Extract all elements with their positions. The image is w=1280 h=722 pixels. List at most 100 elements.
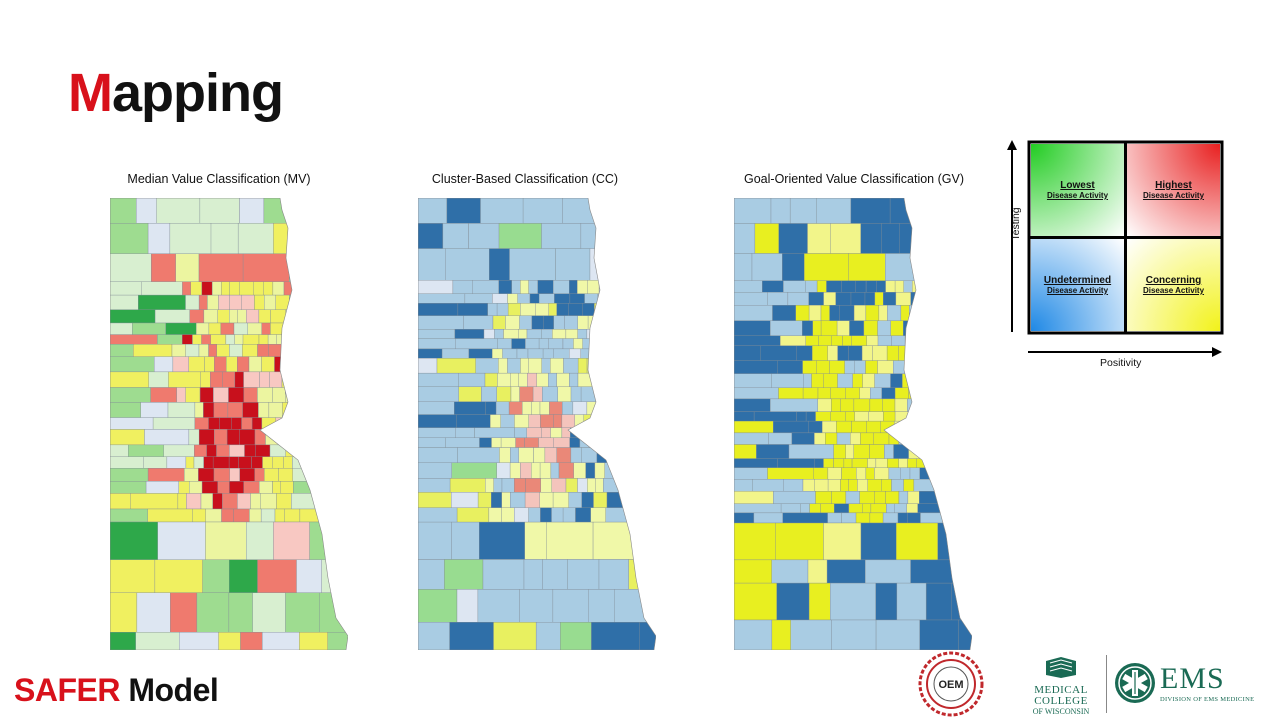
map-tract [803, 388, 818, 399]
map-tract [276, 418, 289, 430]
map-tract [511, 373, 519, 387]
map-tract [581, 223, 622, 248]
map-tract [808, 560, 827, 583]
map-tract [211, 335, 226, 345]
map-tract [578, 358, 587, 373]
map-tract [887, 346, 899, 361]
map-tract [895, 504, 907, 513]
map-tract [221, 282, 229, 295]
map-tract [919, 421, 955, 433]
map-tract [204, 310, 218, 323]
map-tract [568, 303, 582, 315]
map-tract [226, 335, 235, 345]
map-tract [282, 372, 296, 388]
map-tract [542, 387, 557, 402]
map-tract [803, 479, 814, 491]
map-tract [849, 254, 886, 281]
map-tract [586, 463, 595, 479]
map-tract [606, 349, 634, 358]
map-tract [896, 292, 911, 305]
map-tract [585, 294, 598, 304]
map-tract [195, 418, 209, 430]
map-tract [640, 198, 656, 223]
map-tract [915, 336, 954, 346]
map-tract [905, 336, 915, 346]
map-tract [251, 493, 261, 509]
map-tract [418, 349, 442, 358]
map-tract [528, 358, 541, 373]
map-tract [867, 336, 878, 346]
map-tract [891, 336, 905, 346]
map-tract [647, 428, 656, 438]
map-tract [418, 448, 458, 463]
map-tract [235, 335, 244, 345]
map-tract [510, 463, 520, 479]
map-tract [552, 478, 566, 492]
map-tract [490, 415, 500, 428]
map-tract [954, 459, 972, 468]
map-tract [959, 620, 972, 650]
map-tract [571, 387, 581, 402]
map-tract [557, 303, 568, 315]
map-tract [831, 620, 876, 650]
map-tract [895, 388, 908, 399]
map-tract [229, 310, 238, 323]
map-tract [809, 292, 824, 305]
map-tract [252, 418, 262, 430]
map-tract [203, 402, 214, 417]
legend-x-axis-label: Positivity [1100, 357, 1141, 369]
map-tract [447, 198, 481, 223]
map-tract [214, 468, 230, 481]
map-tract [456, 428, 475, 438]
map-tract [939, 479, 970, 491]
map-tract [141, 402, 168, 417]
map-tract [269, 372, 282, 388]
map-tract [552, 508, 564, 522]
map-tract [569, 349, 581, 358]
mcw-logo: MEDICAL COLLEGE OF WISCONSIN [1022, 655, 1100, 715]
map-tract [629, 560, 656, 590]
map-tract [834, 459, 844, 468]
map-tract [634, 280, 656, 294]
map-tract [418, 373, 458, 387]
map-tract [273, 388, 286, 403]
oem-seal-icon: OEM [918, 651, 984, 717]
map-tract [214, 429, 227, 445]
map-tract [770, 321, 802, 336]
map-tract [157, 335, 182, 345]
map-tract [263, 457, 273, 469]
map-tract [893, 361, 908, 374]
map-tract [554, 438, 570, 448]
map-tract [851, 292, 865, 305]
map-tract [334, 429, 348, 445]
map-tract [855, 361, 866, 374]
map-tract [734, 254, 752, 281]
map-tract [189, 357, 205, 372]
map-tract [968, 292, 972, 305]
map-tract [734, 321, 770, 336]
map-tract [883, 412, 895, 422]
map-tract [525, 492, 540, 507]
map-tract [465, 294, 493, 304]
map-tract [259, 335, 268, 345]
map-tract [476, 358, 498, 373]
map-tract [167, 457, 186, 469]
map-tract [316, 418, 348, 430]
map-tract [211, 223, 238, 254]
map-tract [830, 224, 861, 254]
map-tract [209, 418, 220, 430]
map-tract [262, 632, 299, 650]
map-tract [200, 372, 210, 388]
map-tract [110, 593, 137, 633]
map-tract [191, 282, 202, 295]
map-tract [926, 583, 951, 620]
map-tract [418, 329, 455, 338]
map-tract [655, 589, 656, 622]
map-tract [142, 282, 183, 295]
map-tract [734, 198, 771, 224]
map-tract [762, 281, 783, 293]
map-tract [609, 415, 629, 428]
map-tract [920, 292, 968, 305]
map-tract [964, 388, 972, 399]
map-tract [861, 523, 896, 560]
